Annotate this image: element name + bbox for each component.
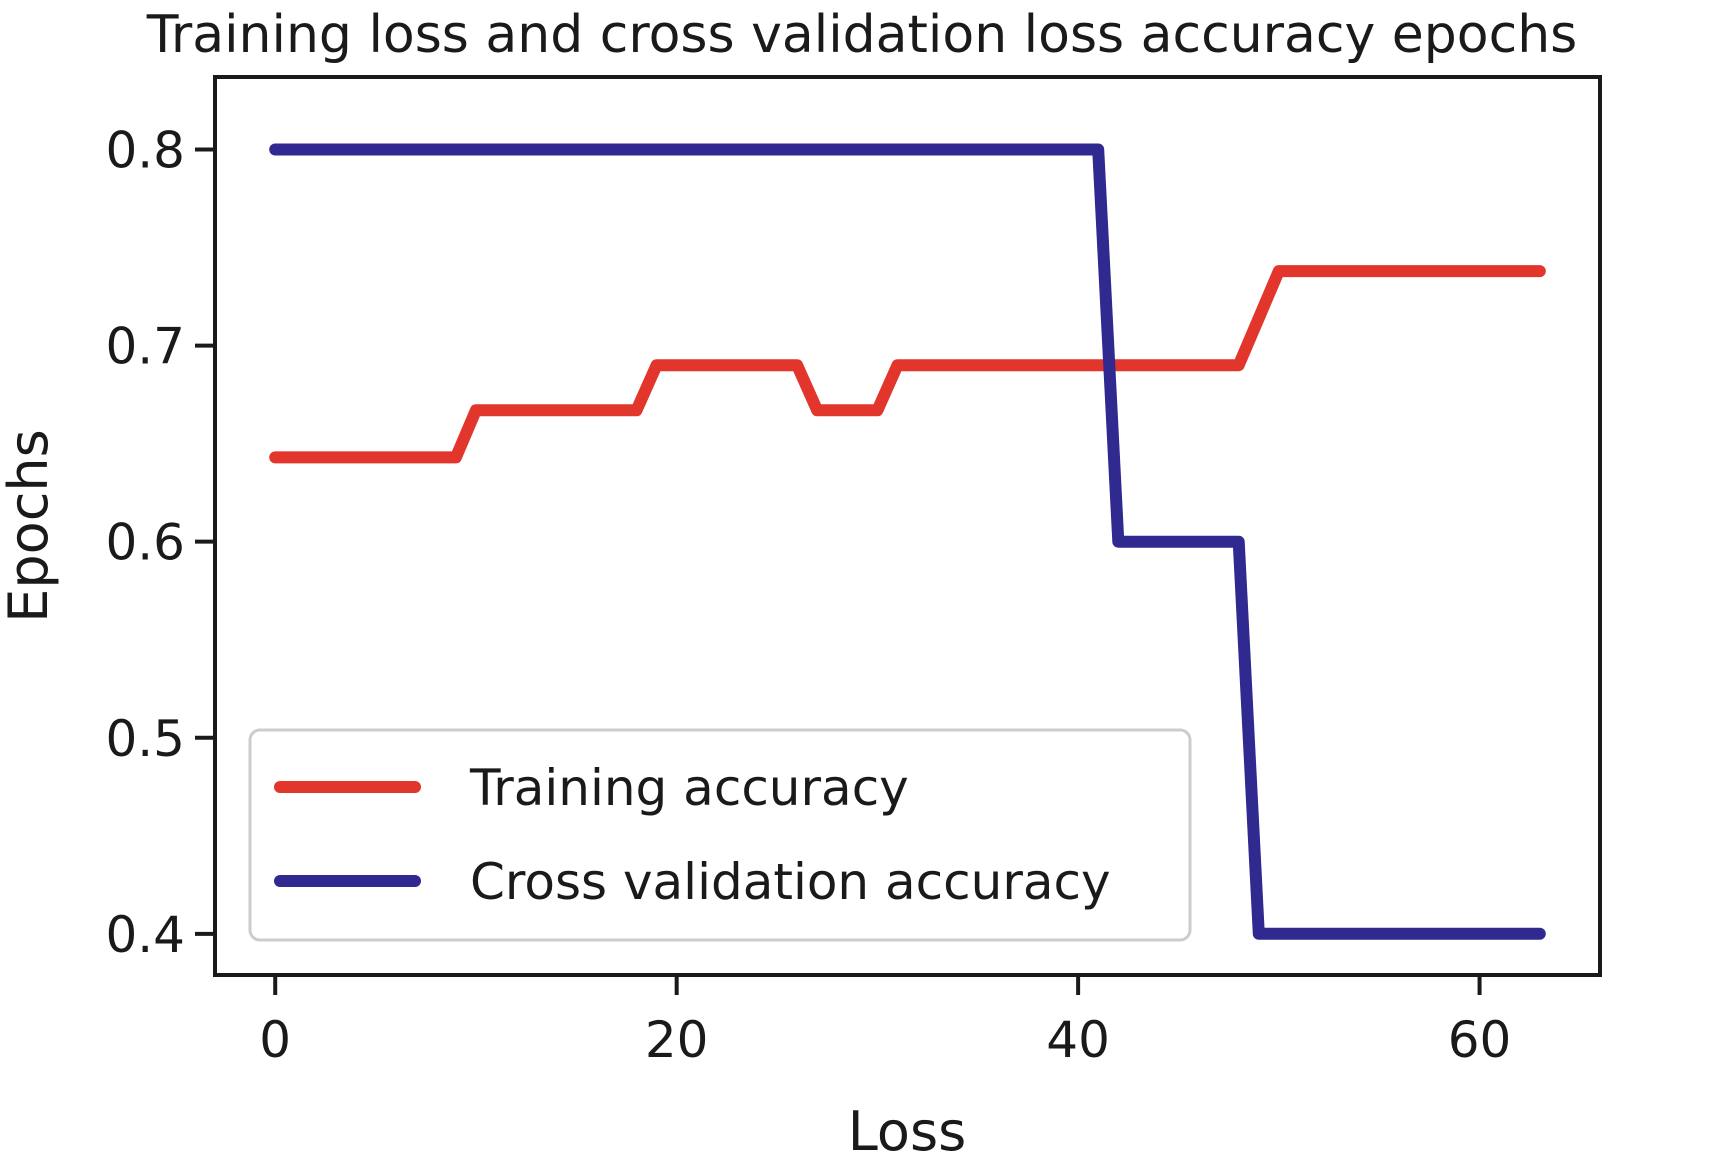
x-tick-label-3: 60 [1448,1011,1512,1069]
y-axis-title: Epochs [0,429,60,622]
legend-label-training-accuracy: Training accuracy [469,759,909,817]
x-axis-title: Loss [848,1100,966,1157]
y-tick-label-4: 0.8 [105,122,185,180]
legend-box [248,728,1192,942]
legend: Training accuracy Cross validation accur… [248,728,1192,942]
series-line-1 [269,143,1546,940]
y-axis: 0.4 0.5 0.6 0.7 0.8 [105,122,215,964]
chart-title: Training loss and cross validation loss … [146,5,1578,65]
y-tick-label-0: 0.4 [105,906,185,964]
series-line-0 [269,265,1546,464]
series-layer [269,143,1546,940]
legend-label-cross-validation-accuracy: Cross validation accuracy [470,853,1111,911]
y-tick-label-1: 0.5 [105,710,185,768]
x-tick-label-0: 0 [259,1011,291,1069]
x-tick-label-2: 40 [1046,1011,1110,1069]
y-tick-label-2: 0.6 [105,514,185,572]
y-tick-label-3: 0.7 [105,318,185,376]
plot-frame [213,75,1602,977]
x-tick-label-1: 20 [645,1011,709,1069]
x-axis: 0 20 40 60 [259,975,1511,1069]
